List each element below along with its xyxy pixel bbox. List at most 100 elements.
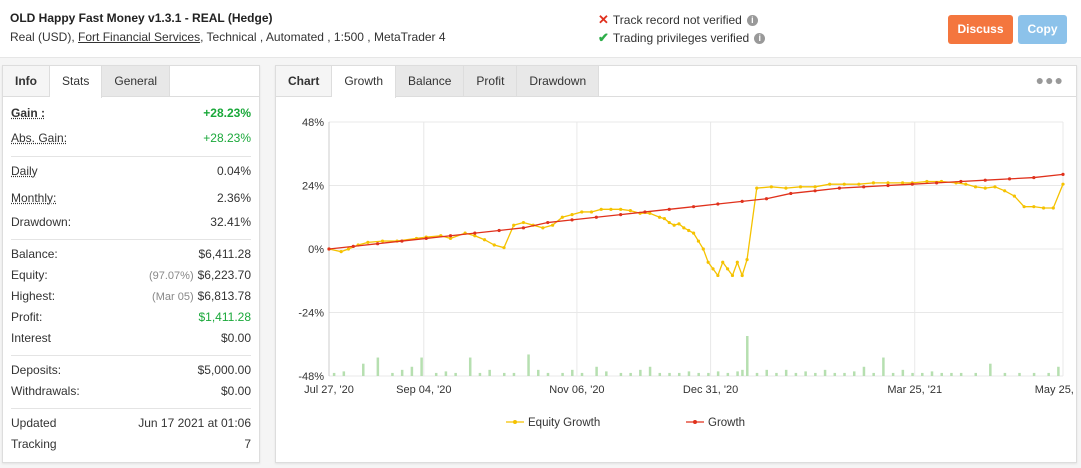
tab-general[interactable]: General <box>102 66 171 96</box>
stats-tabs: Info Stats General <box>3 66 259 98</box>
stat-tracking: Tracking 7 <box>11 434 251 455</box>
equity-growth-point <box>725 267 730 271</box>
profit-bar <box>488 369 491 376</box>
tab-profit[interactable]: Profit <box>464 66 518 96</box>
stat-updated: Updated Jun 17 2021 at 01:06 <box>11 413 251 434</box>
info-icon[interactable]: i <box>754 32 766 44</box>
stat-value: $6,411.28 <box>198 247 252 261</box>
profit-bar <box>736 371 739 376</box>
equity-growth-point <box>871 181 876 185</box>
stat-label: Withdrawals: <box>11 384 80 398</box>
stat-value: $0.00 <box>220 331 251 345</box>
legend-label: Equity Growth <box>528 417 600 429</box>
equity-growth-point <box>599 207 603 211</box>
equity-growth-point <box>589 210 594 214</box>
equity-growth-point <box>857 182 861 186</box>
x-tick-label: May 25, '21 <box>1035 384 1076 396</box>
stat-label[interactable]: Gain : <box>11 106 46 120</box>
profit-bar <box>332 372 336 376</box>
profit-bar <box>1032 372 1036 376</box>
stat-value: 2.36% <box>216 191 251 205</box>
account-header: OLD Happy Fast Money v1.3.1 - REAL (Hedg… <box>0 0 1081 58</box>
discuss-button[interactable]: Discuss <box>948 15 1013 44</box>
profit-bar <box>434 372 438 376</box>
profit-bar <box>629 372 632 376</box>
equity-growth-point <box>813 185 817 189</box>
y-tick-label: 0% <box>308 244 324 256</box>
profit-bar <box>707 372 710 376</box>
equity-growth-point <box>886 181 890 185</box>
stat-value: 7 <box>244 437 251 451</box>
profit-bar <box>697 372 700 376</box>
equity-growth-point <box>735 260 739 264</box>
profit-bar <box>595 366 598 376</box>
growth-point <box>1007 177 1012 181</box>
profit-bar <box>677 372 681 376</box>
stat-deposits: Deposits: $5,000.00 <box>11 360 251 381</box>
x-tick-label: Sep 04, '20 <box>396 384 451 396</box>
more-options-icon[interactable]: ●●● <box>1035 72 1064 88</box>
equity-growth-point <box>828 182 832 186</box>
legend-marker <box>513 420 517 424</box>
profit-bar <box>658 372 662 376</box>
copy-button[interactable]: Copy <box>1018 15 1067 44</box>
growth-point <box>837 186 841 190</box>
stat-label: Interest <box>11 331 52 345</box>
stat-label: Highest: <box>11 289 56 303</box>
stat-label: Equity: <box>11 268 48 282</box>
equity-growth-point <box>657 215 662 219</box>
stats-list: Gain : +28.23% Abs. Gain: +28.23% Daily … <box>3 103 259 455</box>
tab-growth[interactable]: Growth <box>332 66 397 98</box>
equity-growth-point <box>648 211 652 215</box>
profit-bar <box>639 369 642 376</box>
profit-bar <box>687 371 691 376</box>
profit-bar <box>814 372 817 376</box>
broker-link[interactable]: Fort Financial Services <box>78 30 201 44</box>
tab-stats[interactable]: Stats <box>50 66 103 98</box>
profit-bar <box>1003 372 1007 376</box>
profit-bar <box>784 369 788 376</box>
stat-label: Drawdown: <box>11 215 72 229</box>
equity-growth-point <box>482 238 487 242</box>
profit-bar <box>478 372 482 376</box>
tab-info[interactable]: Info <box>3 66 50 96</box>
profit-bar <box>1018 372 1021 376</box>
profit-bar <box>726 372 730 376</box>
equity-growth-point <box>973 185 978 189</box>
legend-marker <box>693 420 697 424</box>
equity-growth-point <box>677 222 681 226</box>
stat-label[interactable]: Daily <box>11 164 38 178</box>
tab-balance[interactable]: Balance <box>396 66 465 96</box>
account-attributes: , Technical , Automated , 1:500 , MetaTr… <box>200 30 446 44</box>
stat-label: Profit: <box>11 310 43 324</box>
stat-label[interactable]: Abs. Gain: <box>11 131 68 145</box>
profit-bar <box>571 369 574 376</box>
equity-growth-point <box>1012 194 1016 198</box>
profit-bar <box>950 372 953 376</box>
stat-drawdown: Drawdown: 32.41% <box>11 212 251 233</box>
growth-point <box>1061 172 1065 176</box>
equity-growth-point <box>560 215 564 219</box>
info-icon[interactable]: i <box>746 14 758 26</box>
equity-growth-point <box>662 216 667 221</box>
profit-bar <box>940 372 943 376</box>
growth-point <box>667 207 671 211</box>
stat-daily: Daily 0.04% <box>11 161 251 182</box>
equity-growth-point <box>900 181 905 185</box>
stat-label[interactable]: Monthly: <box>11 191 57 205</box>
equity-growth-point <box>706 260 710 264</box>
stat-abs-gain: Abs. Gain: +28.23% <box>11 128 251 149</box>
profit-bar <box>1057 366 1060 376</box>
stat-value: $6,223.70 <box>197 268 251 282</box>
account-type: Real (USD), <box>10 30 75 44</box>
profit-bar <box>444 371 448 376</box>
stat-value: $6,813.78 <box>197 289 251 303</box>
profit-bar <box>794 372 798 376</box>
tab-chart[interactable]: Chart <box>276 66 333 96</box>
profit-bar <box>420 357 423 376</box>
stat-value: +28.23% <box>203 131 251 145</box>
profit-bar <box>959 372 963 376</box>
tab-drawdown[interactable]: Drawdown <box>517 66 600 96</box>
equity-growth-point <box>672 223 676 227</box>
equity-growth-point <box>366 240 370 244</box>
